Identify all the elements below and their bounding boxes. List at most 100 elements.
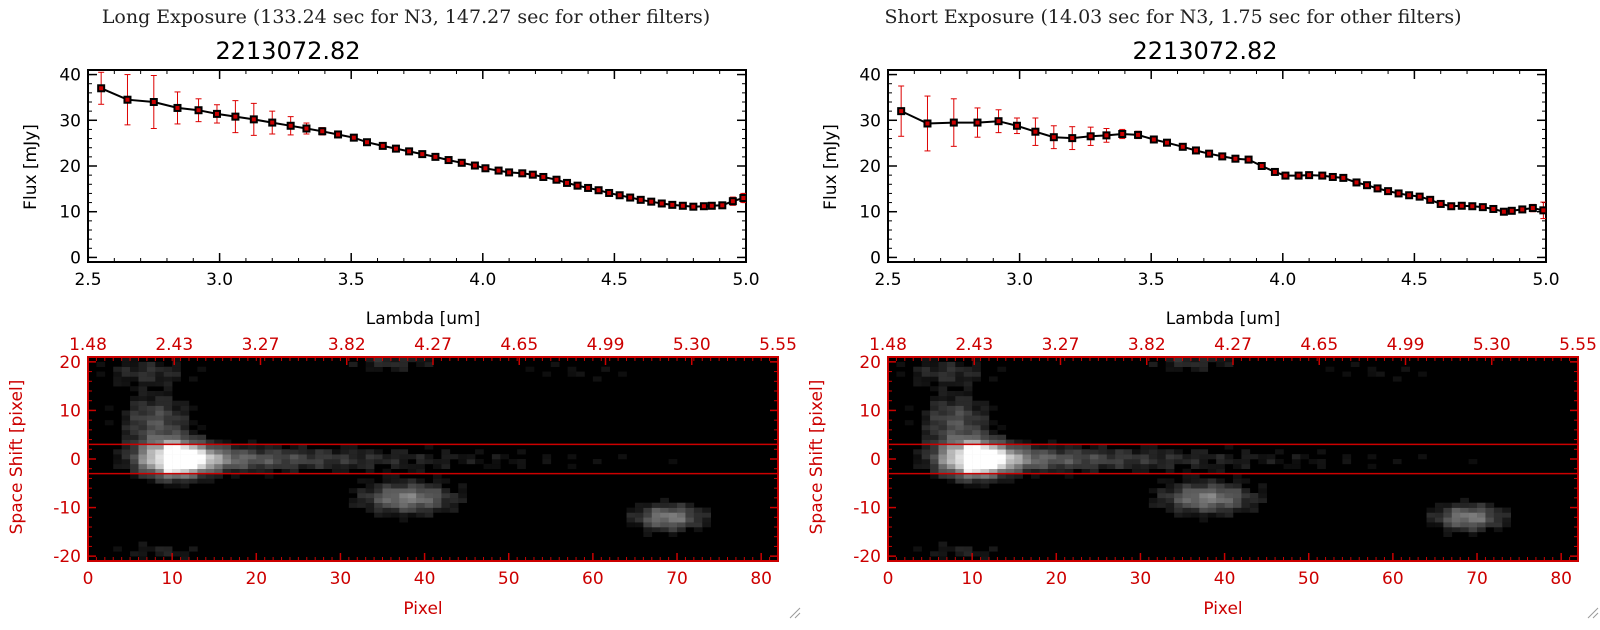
image-pixel <box>374 502 383 508</box>
image-pixel <box>930 410 939 416</box>
image-pixel <box>1098 449 1108 455</box>
image-pixel <box>1207 497 1217 504</box>
image-pixel <box>988 429 998 436</box>
image-pixel <box>963 478 973 484</box>
image-pixel <box>1233 488 1242 494</box>
image-pixel <box>298 449 308 455</box>
data-point-core <box>1104 133 1109 138</box>
image-pixel <box>1182 483 1192 489</box>
image-pixel <box>567 371 577 377</box>
image-pixel <box>146 439 156 445</box>
data-point-core <box>1272 169 1277 174</box>
data-point-core <box>1320 173 1325 178</box>
image-pixel <box>677 517 686 523</box>
image-pixel <box>1216 507 1225 513</box>
image-pixel <box>1174 454 1183 460</box>
image-pixel <box>424 459 434 465</box>
data-point-core <box>507 170 512 175</box>
image-pixel <box>1216 493 1225 499</box>
image-pixel <box>946 410 956 416</box>
image-pixel <box>980 463 990 470</box>
image-pixel <box>239 449 249 455</box>
image-pixel <box>1443 507 1453 513</box>
top-tick-label: 2.43 <box>955 335 993 355</box>
image-pixel <box>382 459 392 465</box>
data-point-core <box>1354 180 1359 185</box>
image-pixel <box>138 454 148 460</box>
image-pixel <box>163 415 173 421</box>
image-pixel <box>963 425 973 431</box>
image-pixel <box>399 483 409 489</box>
image-pixel <box>1224 357 1234 363</box>
image-pixel <box>130 361 139 368</box>
image-pixel <box>163 434 173 440</box>
image-pixel <box>576 371 585 377</box>
image-pixel <box>399 517 409 523</box>
image-pixel <box>449 497 459 504</box>
image-pixel <box>938 386 948 392</box>
image-pixel <box>281 459 291 465</box>
image-pixel <box>256 449 265 455</box>
image-pixel <box>1174 493 1183 499</box>
data-point-core <box>125 97 130 102</box>
image-pixel <box>205 463 215 470</box>
image-pixel <box>130 439 139 445</box>
image-pixel <box>289 449 299 455</box>
image-pixel <box>955 391 965 397</box>
image-pixel <box>433 473 442 479</box>
top-tick-label: 3.82 <box>328 335 366 355</box>
image-pixel <box>163 546 173 552</box>
image-pixel <box>399 502 409 508</box>
image-pixel <box>1451 527 1461 533</box>
image-pixel <box>121 425 131 431</box>
image-pixel <box>155 434 165 440</box>
image-pixel <box>963 483 973 489</box>
image-pixel <box>1182 502 1192 508</box>
data-point-core <box>433 154 438 159</box>
image-pixel <box>1493 512 1503 518</box>
image-pixel <box>1434 512 1444 518</box>
image-pixel <box>972 400 981 406</box>
image-pixel <box>1174 497 1183 504</box>
image-pixel <box>972 454 981 460</box>
image-pixel <box>138 386 148 392</box>
data-point-core <box>628 195 633 200</box>
image-pixel <box>1182 507 1192 513</box>
image-pixel <box>1089 459 1099 465</box>
image-pixel <box>1148 449 1158 455</box>
image-pixel <box>1443 527 1453 533</box>
resize-grip-icon[interactable] <box>789 607 801 619</box>
image-pixel <box>146 400 156 406</box>
data-point-core <box>1501 209 1506 214</box>
image-pixel <box>222 439 232 445</box>
image-pixel <box>1174 357 1183 363</box>
image-pixel <box>946 420 956 426</box>
image-pixel <box>340 468 350 474</box>
image-pixel <box>921 425 931 431</box>
image-pixel <box>1266 454 1276 460</box>
image-pixel <box>1199 517 1209 523</box>
image-pixel <box>930 454 939 460</box>
image-pixel <box>1047 459 1057 465</box>
image-pixel <box>121 429 131 436</box>
y-tick-label: -10 <box>853 499 881 519</box>
resize-grip-icon[interactable] <box>1587 607 1599 619</box>
image-pixel <box>1233 459 1242 465</box>
image-pixel <box>1233 497 1242 504</box>
image-pixel <box>424 357 434 363</box>
image-pixel <box>348 497 358 504</box>
image-pixel <box>222 444 232 450</box>
image-pixel <box>155 551 165 557</box>
image-pixel <box>997 444 1007 450</box>
panel-title: Short Exposure (14.03 sec for N3, 1.75 s… <box>884 6 1461 28</box>
image-pixel <box>407 483 417 489</box>
image-pixel <box>946 454 956 460</box>
data-point-core <box>709 203 714 208</box>
image-pixel <box>399 361 409 368</box>
image-pixel <box>348 459 358 465</box>
data-point-core <box>351 135 356 140</box>
image-pixel <box>281 468 291 474</box>
image-pixel <box>955 420 965 426</box>
image-pixel <box>946 444 956 450</box>
image-pixel <box>256 454 265 460</box>
